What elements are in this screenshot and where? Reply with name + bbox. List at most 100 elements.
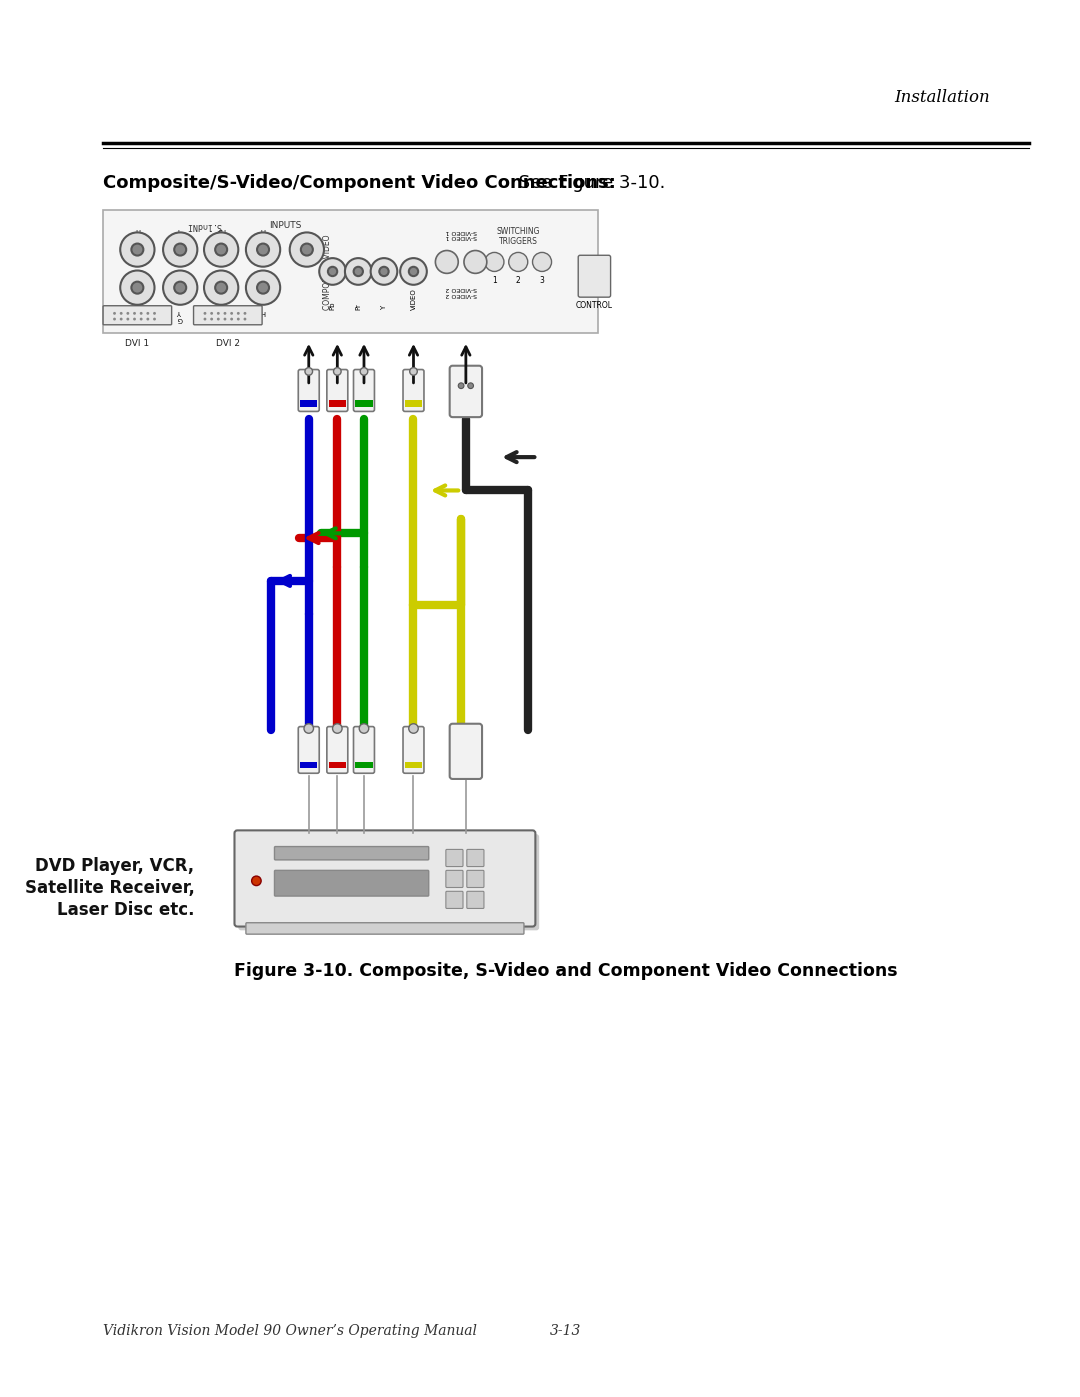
FancyBboxPatch shape (327, 726, 348, 774)
Circle shape (203, 317, 206, 320)
Circle shape (252, 876, 261, 886)
Circle shape (133, 312, 136, 314)
Circle shape (360, 724, 368, 733)
Circle shape (243, 312, 246, 314)
Text: Installation: Installation (894, 88, 989, 106)
Circle shape (211, 317, 213, 320)
Circle shape (353, 267, 363, 277)
Bar (405, 761, 422, 768)
Text: R
Pr: R Pr (134, 309, 140, 321)
Text: Vidikron Vision Model 90 Owner’s Operating Manual: Vidikron Vision Model 90 Owner’s Operati… (103, 1324, 477, 1338)
Text: 1: 1 (492, 277, 497, 285)
Circle shape (224, 317, 227, 320)
Bar (405, 400, 422, 407)
Bar (328, 400, 346, 407)
Text: S-VIDEO 1
S-VIDEO 1: S-VIDEO 1 S-VIDEO 1 (445, 229, 477, 239)
Text: COMPONENT VIDEO: COMPONENT VIDEO (323, 235, 333, 310)
FancyBboxPatch shape (467, 870, 484, 887)
Text: INPUTS: INPUTS (269, 221, 301, 231)
Circle shape (163, 271, 198, 305)
FancyBboxPatch shape (193, 306, 262, 324)
Circle shape (230, 312, 233, 314)
FancyBboxPatch shape (467, 849, 484, 866)
Text: S-VIDEO 2
S-VIDEO 2: S-VIDEO 2 S-VIDEO 2 (445, 286, 477, 296)
Circle shape (246, 232, 280, 267)
Circle shape (211, 312, 213, 314)
Text: Y: Y (381, 306, 387, 310)
Circle shape (126, 317, 130, 320)
Circle shape (132, 243, 144, 256)
Text: 3: 3 (540, 277, 544, 285)
Circle shape (303, 724, 313, 733)
Text: 3-13: 3-13 (550, 1324, 581, 1338)
Circle shape (320, 258, 346, 285)
Circle shape (204, 271, 239, 305)
Circle shape (120, 271, 154, 305)
Text: S.1∩dNI: S.1∩dNI (187, 221, 221, 231)
Bar (328, 761, 346, 768)
Circle shape (163, 232, 198, 267)
FancyBboxPatch shape (403, 726, 424, 774)
Text: H: H (260, 309, 266, 314)
Circle shape (305, 367, 312, 376)
Text: R
Pr: R Pr (134, 226, 140, 240)
Text: G
Y: G Y (177, 226, 183, 240)
Circle shape (237, 312, 240, 314)
Text: VIDEO: VIDEO (410, 288, 417, 310)
FancyBboxPatch shape (353, 370, 375, 412)
Circle shape (139, 317, 143, 320)
Circle shape (217, 312, 219, 314)
Text: Composite/S-Video/Component Video Connections:: Composite/S-Video/Component Video Connec… (103, 175, 616, 193)
Text: Laser Disc etc.: Laser Disc etc. (57, 901, 194, 919)
Text: Pr: Pr (355, 303, 362, 310)
FancyBboxPatch shape (234, 830, 536, 926)
Bar (355, 761, 373, 768)
Circle shape (464, 250, 487, 274)
FancyBboxPatch shape (449, 366, 482, 418)
Circle shape (113, 317, 116, 320)
Circle shape (120, 232, 154, 267)
Bar (300, 400, 318, 407)
Text: Satellite Receiver,: Satellite Receiver, (25, 879, 194, 897)
Circle shape (147, 312, 149, 314)
Circle shape (174, 243, 186, 256)
FancyBboxPatch shape (403, 370, 424, 412)
Circle shape (120, 317, 123, 320)
FancyBboxPatch shape (327, 370, 348, 412)
Text: Pb: Pb (329, 300, 336, 310)
Circle shape (360, 367, 368, 376)
Circle shape (153, 312, 156, 314)
Circle shape (333, 724, 342, 733)
Text: G
Y: G Y (177, 309, 183, 321)
FancyBboxPatch shape (446, 849, 463, 866)
Circle shape (401, 258, 427, 285)
Bar (300, 761, 318, 768)
Circle shape (246, 271, 280, 305)
FancyBboxPatch shape (353, 726, 375, 774)
Circle shape (257, 282, 269, 293)
Circle shape (289, 232, 324, 267)
Text: DVD Player, VCR,: DVD Player, VCR, (36, 856, 194, 875)
Circle shape (139, 312, 143, 314)
Circle shape (345, 258, 372, 285)
FancyBboxPatch shape (239, 834, 539, 930)
Circle shape (153, 317, 156, 320)
Circle shape (174, 282, 186, 293)
Circle shape (409, 267, 418, 277)
Circle shape (126, 312, 130, 314)
Circle shape (215, 243, 227, 256)
Circle shape (132, 282, 144, 293)
Circle shape (334, 367, 341, 376)
Circle shape (379, 267, 389, 277)
Circle shape (458, 383, 464, 388)
Circle shape (328, 267, 337, 277)
Circle shape (532, 253, 552, 271)
Circle shape (204, 232, 239, 267)
FancyBboxPatch shape (578, 256, 610, 298)
FancyBboxPatch shape (446, 870, 463, 887)
Text: Figure 3-10. Composite, S-Video and Component Video Connections: Figure 3-10. Composite, S-Video and Comp… (234, 961, 897, 979)
Circle shape (485, 253, 504, 271)
Circle shape (120, 312, 123, 314)
Text: See Figure 3-10.: See Figure 3-10. (513, 175, 665, 193)
Circle shape (435, 250, 458, 274)
